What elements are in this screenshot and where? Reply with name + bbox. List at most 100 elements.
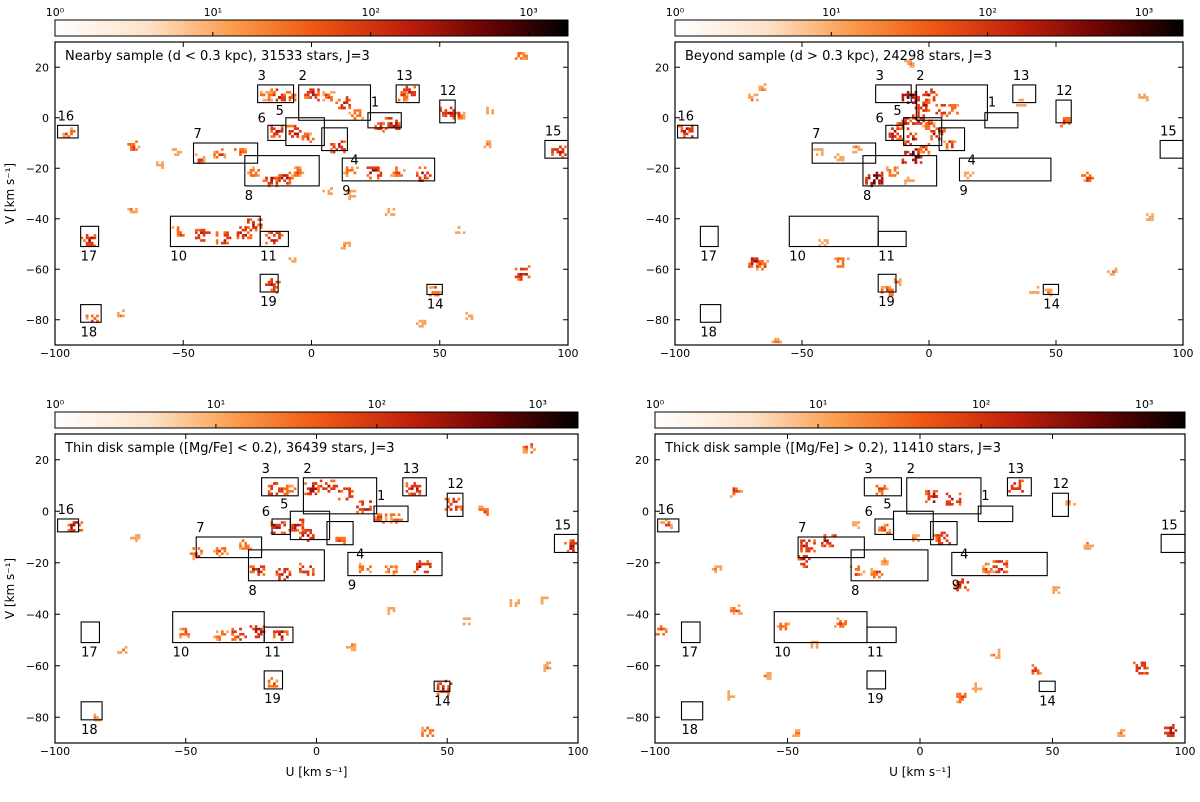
density-cell bbox=[309, 96, 312, 99]
density-cell bbox=[291, 529, 294, 532]
density-cell bbox=[836, 617, 840, 620]
density-cell bbox=[392, 565, 396, 568]
density-cell bbox=[756, 260, 759, 263]
density-cell bbox=[72, 529, 76, 532]
density-cell bbox=[390, 174, 393, 177]
density-cell bbox=[426, 570, 429, 574]
density-cell bbox=[291, 130, 294, 133]
density-cell bbox=[813, 148, 816, 151]
density-cell bbox=[1034, 666, 1037, 670]
density-cell bbox=[200, 549, 203, 553]
density-cell bbox=[379, 171, 383, 175]
density-cell bbox=[514, 267, 518, 271]
density-cell bbox=[293, 98, 297, 102]
density-cell bbox=[888, 171, 892, 175]
density-cell bbox=[312, 487, 315, 490]
density-cell bbox=[260, 565, 263, 568]
group-label-19: 19 bbox=[264, 692, 281, 707]
y-tick-label: 0 bbox=[42, 505, 49, 518]
x-tick-label: 100 bbox=[1173, 347, 1194, 360]
density-cell bbox=[522, 445, 526, 449]
density-cell bbox=[405, 88, 409, 91]
density-cell bbox=[431, 734, 435, 737]
x-axis-label: U [km s⁻¹] bbox=[889, 765, 951, 779]
density-cell bbox=[330, 143, 333, 146]
group-label-4: 4 bbox=[350, 154, 358, 169]
density-cell bbox=[291, 260, 294, 263]
density-cell bbox=[124, 651, 128, 654]
density-clump bbox=[345, 189, 357, 201]
density-cell bbox=[286, 492, 289, 496]
density-cell bbox=[257, 223, 260, 227]
density-cell bbox=[343, 244, 346, 247]
density-cell bbox=[293, 529, 297, 532]
group-label-13: 13 bbox=[1013, 69, 1030, 84]
density-cell bbox=[525, 54, 528, 58]
density-cell bbox=[382, 521, 385, 524]
density-cell bbox=[878, 575, 881, 579]
density-cell bbox=[727, 695, 730, 698]
density-cell bbox=[122, 309, 125, 312]
density-cell bbox=[922, 119, 925, 123]
density-cell bbox=[875, 174, 879, 177]
density-cell bbox=[88, 236, 91, 240]
density-cell bbox=[395, 174, 398, 177]
density-cell bbox=[239, 226, 242, 229]
density-cell bbox=[273, 176, 276, 180]
density-cell bbox=[270, 239, 273, 242]
group-box-11 bbox=[259, 230, 289, 248]
density-cell bbox=[293, 171, 297, 175]
density-cell bbox=[818, 148, 821, 151]
density-cell bbox=[267, 682, 271, 685]
density-cell bbox=[951, 143, 954, 146]
density-cell bbox=[857, 526, 860, 529]
density-cell bbox=[688, 130, 691, 133]
density-cell bbox=[932, 124, 936, 128]
density-cell bbox=[1005, 560, 1009, 563]
density-cell bbox=[88, 239, 91, 242]
density-cell bbox=[309, 140, 312, 143]
x-tick-label: 100 bbox=[568, 745, 589, 758]
density-cell bbox=[852, 521, 855, 524]
density-clump bbox=[265, 278, 281, 294]
density-cell bbox=[486, 111, 489, 115]
group-label-10: 10 bbox=[789, 250, 806, 265]
density-cell bbox=[737, 604, 741, 607]
density-cell bbox=[249, 570, 253, 574]
density-cell bbox=[922, 145, 925, 149]
colorbar-tick-label: 10¹ bbox=[809, 399, 827, 411]
density-clump bbox=[509, 599, 520, 607]
density-cell bbox=[958, 492, 962, 496]
density-cell bbox=[286, 174, 289, 177]
density-cell bbox=[234, 630, 237, 633]
density-cell bbox=[935, 127, 938, 130]
colorbar-tick-label: 10⁰ bbox=[46, 6, 65, 19]
density-clump bbox=[904, 176, 915, 185]
density-cell bbox=[93, 234, 97, 237]
density-cell bbox=[416, 568, 419, 571]
density-cell bbox=[932, 495, 936, 498]
density-cell bbox=[886, 286, 889, 289]
density-cell bbox=[275, 523, 279, 527]
density-clump bbox=[982, 562, 996, 576]
density-cell bbox=[306, 132, 310, 136]
y-tick-label: 0 bbox=[642, 505, 649, 518]
density-clump bbox=[374, 122, 385, 133]
chart-panel-nearby: 10⁰ 10¹ 10² 10³ 1 2 3 4 5 6 7 8 9 10 11 12 13 14 15 16 17 18 1… bbox=[0, 0, 600, 399]
density-cell bbox=[1140, 664, 1144, 667]
density-cell bbox=[912, 62, 915, 65]
density-cell bbox=[657, 633, 660, 636]
density-cell bbox=[291, 484, 294, 488]
density-cell bbox=[919, 117, 923, 120]
group-label-5: 5 bbox=[893, 104, 901, 119]
density-cell bbox=[1151, 215, 1154, 219]
density-cell bbox=[127, 143, 130, 146]
density-cell bbox=[763, 83, 767, 86]
group-box-14 bbox=[426, 283, 443, 296]
density-cell bbox=[273, 135, 276, 138]
density-cell bbox=[387, 609, 390, 613]
density-cell bbox=[925, 104, 928, 107]
density-cell bbox=[288, 130, 292, 133]
density-cell bbox=[361, 508, 364, 511]
density-cell bbox=[421, 726, 424, 730]
